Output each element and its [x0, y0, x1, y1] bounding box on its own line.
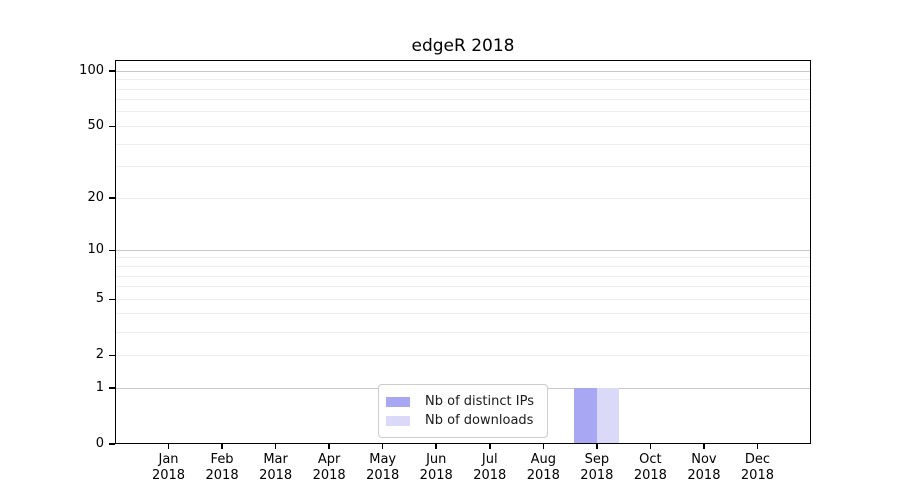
x-tick-mark [274, 444, 277, 449]
gridline-major [115, 70, 811, 72]
gridline-minor [115, 354, 811, 356]
y-tick-mark [109, 443, 115, 445]
y-tick-mark [109, 249, 115, 252]
x-tick-label: Apr 2018 [312, 452, 346, 483]
x-tick-label: Aug 2018 [526, 452, 560, 483]
y-tick-label: 10 [87, 242, 104, 258]
gridline-minor [115, 143, 811, 145]
gridline-major [115, 249, 811, 251]
x-tick-label: May 2018 [366, 452, 400, 483]
x-tick-mark [221, 444, 223, 449]
x-tick-label: Mar 2018 [259, 452, 293, 483]
gridline-minor [115, 111, 811, 113]
x-tick-mark [756, 444, 759, 449]
x-tick-label: Sep 2018 [580, 452, 614, 483]
legend-item-distinct-ips: Nb of distinct IPs [386, 393, 534, 410]
y-tick-mark [109, 125, 115, 128]
gridline-minor [115, 166, 811, 168]
x-tick-label: Nov 2018 [687, 452, 721, 483]
gridline-minor [115, 313, 811, 315]
y-tick-mark [109, 298, 115, 300]
x-tick-mark [167, 444, 170, 449]
x-tick-mark [489, 444, 491, 449]
x-tick-label: Oct 2018 [633, 452, 667, 483]
x-tick-mark [435, 444, 437, 449]
plot-area: Nb of distinct IPs Nb of downloads [115, 60, 811, 444]
legend: Nb of distinct IPs Nb of downloads [378, 384, 548, 438]
gridline-minor [115, 79, 811, 81]
chart-title: edgeR 2018 [411, 36, 515, 56]
x-tick-label: Jul 2018 [473, 452, 507, 483]
x-tick-mark [703, 444, 705, 449]
gridline-minor [115, 99, 811, 101]
x-tick-mark [328, 444, 330, 449]
x-tick-mark [596, 444, 598, 449]
gridline-minor [115, 286, 811, 288]
x-tick-mark [649, 444, 652, 449]
bar-distinct-ips [574, 388, 597, 444]
y-tick-label: 1 [95, 380, 104, 395]
x-tick-mark [542, 444, 545, 449]
y-tick-mark [109, 354, 115, 356]
legend-item-downloads: Nb of downloads [386, 412, 534, 429]
x-tick-mark [381, 444, 384, 449]
y-tick-mark [109, 387, 115, 389]
gridline-minor [115, 88, 811, 90]
y-tick-label: 20 [87, 190, 104, 206]
gridline-minor [115, 257, 811, 259]
gridline-minor [115, 275, 811, 277]
legend-swatch-distinct-ips-icon [386, 396, 411, 407]
legend-swatch-downloads-icon [386, 415, 411, 426]
bar-downloads [596, 388, 620, 444]
y-tick-mark [109, 70, 115, 72]
gridline-minor [115, 298, 811, 300]
gridline-minor [115, 125, 811, 127]
gridline-minor [115, 331, 811, 333]
legend-label-distinct-ips: Nb of distinct IPs [425, 394, 534, 409]
x-tick-label: Jan 2018 [151, 452, 186, 483]
y-tick-label: 50 [87, 118, 104, 134]
y-tick-label: 100 [79, 63, 104, 79]
y-tick-label: 2 [95, 347, 104, 363]
y-tick-label: 5 [95, 291, 104, 307]
gridline-minor [115, 197, 811, 199]
x-tick-label: Feb 2018 [205, 452, 239, 483]
x-tick-label: Jun 2018 [419, 452, 453, 483]
y-tick-mark [109, 197, 115, 199]
y-tick-label: 0 [95, 436, 104, 451]
gridline-minor [115, 266, 811, 267]
legend-label-downloads: Nb of downloads [425, 413, 534, 428]
x-tick-label: Dec 2018 [740, 452, 774, 483]
